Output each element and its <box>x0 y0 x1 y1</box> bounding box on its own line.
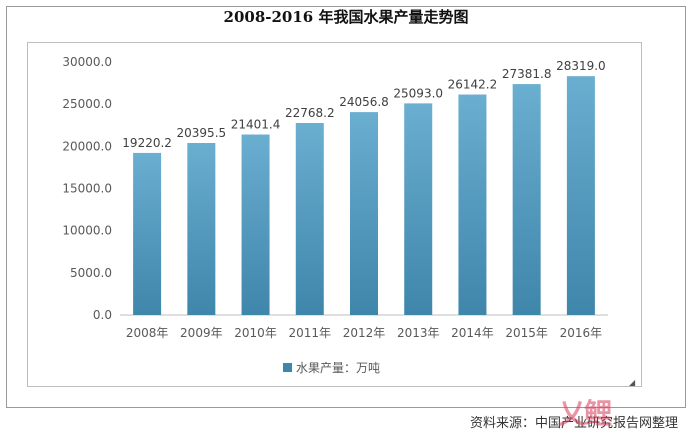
bar <box>187 142 216 315</box>
source-note: 资料来源：中国产业研究报告网整理 <box>470 412 678 431</box>
data-label: 22768.2 <box>285 106 335 120</box>
legend-label: 水果产量：万吨 <box>296 361 380 375</box>
data-label: 24056.8 <box>339 95 389 109</box>
x-tick-label: 2016年 <box>560 326 603 340</box>
bar <box>458 94 487 315</box>
bar <box>512 84 541 315</box>
x-tick-label: 2015年 <box>505 326 548 340</box>
bar <box>350 112 378 315</box>
bar <box>133 152 162 315</box>
source-org: 中国产业研究报告网整理 <box>534 416 678 431</box>
x-tick-label: 2013年 <box>397 326 440 340</box>
y-tick-label: 5000.0 <box>70 266 112 280</box>
y-tick-label: 15000.0 <box>62 182 112 196</box>
data-label: 21401.4 <box>231 118 281 132</box>
watermark-logo: 乂鲤 <box>558 397 612 430</box>
data-label: 25093.0 <box>393 86 443 100</box>
source-label: 资料来源： <box>469 416 535 431</box>
x-axis: 2008年 2009年 2010年 2011年 2012年 2013年 2014年 2015年… <box>120 314 608 340</box>
data-label: 20395.5 <box>177 126 227 140</box>
bar <box>566 76 595 316</box>
y-tick-label: 30000.0 <box>62 55 112 69</box>
y-axis: 0.0 5000.0 10000.0 15000.0 20000.0 25000.0 300… <box>62 55 112 322</box>
x-tick-label: 2010年 <box>234 326 277 340</box>
data-label: 28319.0 <box>556 59 606 73</box>
x-tick-label: 2014年 <box>451 326 494 340</box>
x-tick-label: 2008年 <box>126 326 169 340</box>
legend: 水果产量：万吨 <box>283 361 380 375</box>
x-tick-label: 2009年 <box>180 326 223 340</box>
data-label: 19220.2 <box>122 136 172 150</box>
data-label: 27381.8 <box>502 67 552 81</box>
y-tick-label: 20000.0 <box>62 139 112 153</box>
x-tick-label: 2011年 <box>289 326 332 340</box>
chart-title: 2008-2016 年我国水果产量走势图 <box>223 8 469 26</box>
y-tick-label: 0.0 <box>93 308 112 322</box>
x-tick-label: 2012年 <box>343 326 386 340</box>
data-label: 26142.2 <box>448 78 498 92</box>
y-tick-label: 25000.0 <box>62 97 112 111</box>
legend-swatch <box>283 363 292 372</box>
corner-mark: ◢ <box>629 378 636 387</box>
bar <box>295 122 324 315</box>
bar <box>404 103 433 315</box>
bar-series: 19220.2 20395.5 21401.4 22768.2 24056.8 25093… <box>122 59 606 316</box>
bar <box>241 134 270 315</box>
y-tick-label: 10000.0 <box>62 224 112 238</box>
